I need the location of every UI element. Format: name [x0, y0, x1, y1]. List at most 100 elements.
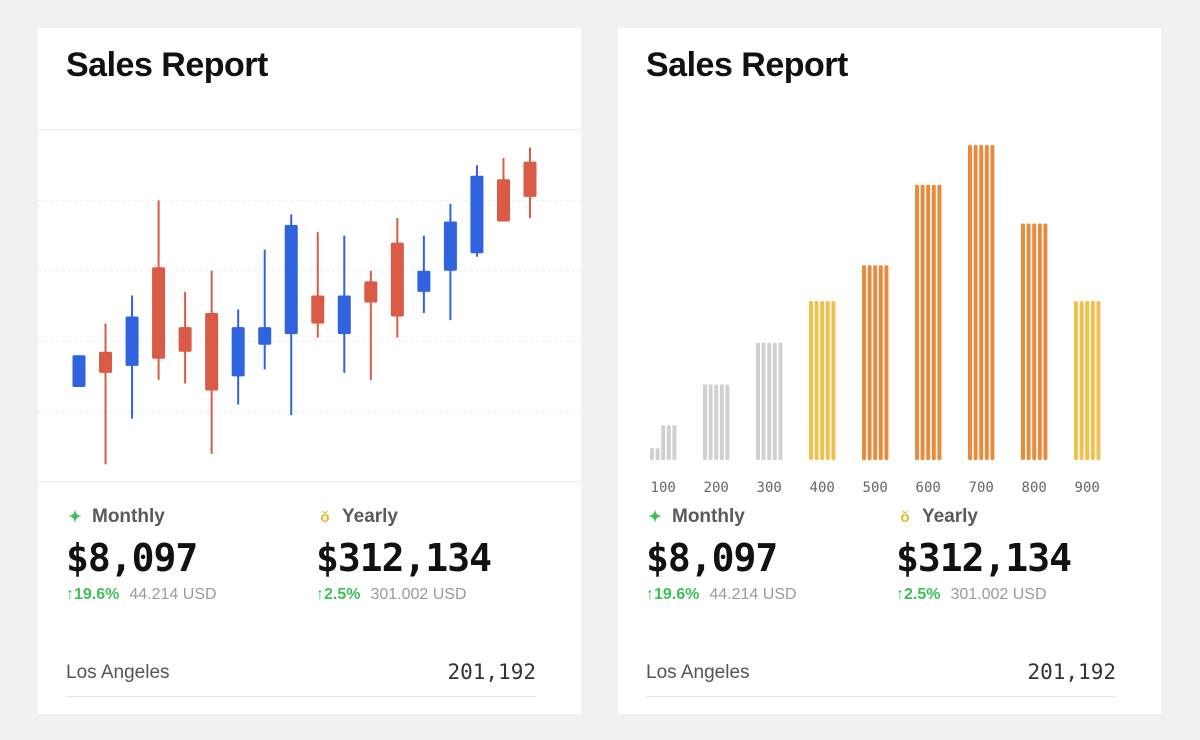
candle: [205, 270, 219, 454]
bar-chart: 100 200 300 400 500 600 700 800 900: [618, 120, 1161, 500]
candle-body: [523, 161, 537, 197]
candle-body: [390, 242, 404, 317]
x-tick-label: 900: [1075, 480, 1100, 496]
bar: [767, 342, 772, 460]
sparkle-icon: ✦: [68, 509, 82, 526]
yearly-value: $312,134: [316, 536, 492, 580]
monthly-label: Monthly: [92, 506, 165, 527]
candle: [178, 291, 192, 384]
monthly-sub: 44.214 USD: [129, 586, 217, 603]
yearly-label: Yearly: [922, 506, 978, 527]
bar: [984, 144, 989, 460]
stats-row: ✦ Monthly $8,097 ↑19.6% 44.214 USD ŏ Yea…: [66, 506, 556, 626]
candle-body: [496, 179, 510, 222]
candle: [72, 355, 86, 387]
candle: [284, 214, 298, 416]
yearly-label: Yearly: [342, 506, 398, 527]
bar: [708, 384, 713, 460]
bar: [884, 265, 889, 460]
bar: [920, 184, 925, 460]
monthly-change: ↑19.6%: [66, 586, 120, 603]
bar: [703, 384, 707, 460]
bar-group: [809, 301, 836, 460]
bar: [926, 184, 931, 460]
candle-body: [337, 295, 351, 335]
bar: [979, 144, 984, 460]
monthly-stat: ✦ Monthly $8,097 ↑19.6% 44.214 USD: [66, 506, 217, 604]
bar: [1037, 223, 1042, 460]
candle-body: [364, 281, 378, 303]
bar: [661, 425, 666, 460]
bar: [1079, 301, 1084, 460]
city-label: Los Angeles: [646, 662, 750, 683]
bar-chart-svg: 100 200 300 400 500 600 700 800 900: [650, 144, 1101, 496]
candle: [152, 200, 166, 380]
bar: [878, 265, 883, 460]
monthly-value: $8,097: [66, 536, 198, 580]
bar: [931, 184, 936, 460]
yearly-value: $312,134: [896, 536, 1072, 580]
x-tick-label: 600: [916, 480, 941, 496]
medal-icon: ŏ: [900, 508, 910, 526]
bar: [937, 184, 942, 460]
bar: [719, 384, 724, 460]
bar: [814, 301, 819, 460]
bar: [672, 425, 677, 460]
footer-row: Los Angeles 201,192: [646, 650, 1116, 697]
candle-body: [99, 351, 113, 373]
candle: [443, 203, 457, 321]
bar: [1021, 223, 1025, 460]
bar-group: [650, 425, 677, 460]
bar: [831, 301, 836, 460]
sparkle-icon: ✦: [648, 509, 662, 526]
monthly-change: ↑19.6%: [646, 586, 700, 603]
bar-group: [915, 184, 942, 460]
bar-group: [756, 342, 783, 460]
bar: [725, 384, 730, 460]
bar: [862, 265, 866, 460]
bar-group: [968, 144, 995, 460]
candle: [470, 165, 484, 257]
x-tick-label: 700: [969, 480, 994, 496]
candle-body: [443, 221, 457, 271]
candle: [337, 235, 351, 373]
x-tick-label: 500: [863, 480, 888, 496]
bar: [772, 342, 777, 460]
candle-body: [231, 327, 245, 377]
yearly-change: ↑2.5%: [896, 586, 941, 603]
candlestick-chart: [38, 120, 581, 500]
bar: [756, 342, 760, 460]
candlestick-chart-svg: [38, 129, 581, 483]
bar-group: [1074, 301, 1101, 460]
bar-group: [703, 384, 730, 460]
bar: [867, 265, 872, 460]
yearly-sub: 301.002 USD: [370, 586, 467, 603]
monthly-label: Monthly: [672, 506, 745, 527]
candle: [496, 158, 510, 222]
bar: [873, 265, 878, 460]
candle: [364, 270, 378, 380]
footer-value: 201,192: [447, 660, 536, 684]
candle: [417, 235, 431, 314]
bar: [714, 384, 719, 460]
bar: [650, 448, 654, 460]
bar: [973, 144, 978, 460]
candle-body: [470, 175, 484, 254]
candle-body: [178, 327, 192, 352]
x-tick-label: 200: [704, 480, 729, 496]
candle-body: [311, 295, 325, 324]
bar: [820, 301, 825, 460]
card-title: Sales Report: [646, 46, 848, 84]
bar: [1032, 223, 1037, 460]
footer-value: 201,192: [1027, 660, 1116, 684]
yearly-stat: ŏ Yearly $312,134 ↑2.5% 301.002 USD: [896, 506, 1072, 604]
yearly-sub: 301.002 USD: [950, 586, 1047, 603]
candle: [258, 249, 272, 370]
yearly-stat: ŏ Yearly $312,134 ↑2.5% 301.002 USD: [316, 506, 492, 604]
stats-row: ✦ Monthly $8,097 ↑19.6% 44.214 USD ŏ Yea…: [646, 506, 1136, 626]
candle-body: [72, 355, 86, 387]
candle-body: [125, 316, 139, 366]
bar-group: [862, 265, 889, 460]
bar: [655, 448, 660, 460]
bar: [915, 184, 919, 460]
